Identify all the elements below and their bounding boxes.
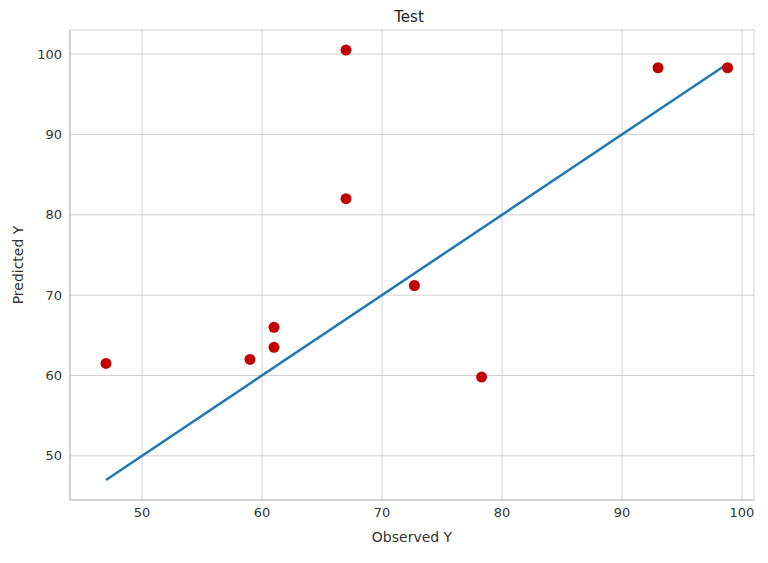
svg-text:70: 70: [45, 288, 62, 303]
svg-text:70: 70: [374, 505, 391, 520]
svg-text:Observed Y: Observed Y: [372, 529, 453, 545]
svg-text:Predicted Y: Predicted Y: [10, 225, 26, 304]
svg-text:90: 90: [45, 127, 62, 142]
svg-text:60: 60: [254, 505, 271, 520]
svg-text:50: 50: [134, 505, 151, 520]
svg-text:100: 100: [730, 505, 755, 520]
svg-text:80: 80: [494, 505, 511, 520]
svg-text:100: 100: [37, 47, 62, 62]
svg-text:60: 60: [45, 368, 62, 383]
html-text:Test: Test: [394, 8, 424, 26]
svg-text:90: 90: [614, 505, 631, 520]
svg-text:80: 80: [45, 207, 62, 222]
svg-text:50: 50: [45, 448, 62, 463]
